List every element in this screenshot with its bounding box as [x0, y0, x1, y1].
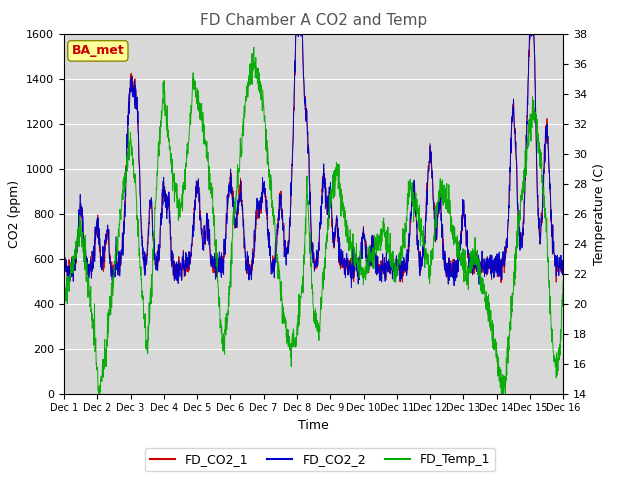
Title: FD Chamber A CO2 and Temp: FD Chamber A CO2 and Temp — [200, 13, 428, 28]
Y-axis label: Temperature (C): Temperature (C) — [593, 163, 605, 264]
Y-axis label: CO2 (ppm): CO2 (ppm) — [8, 180, 20, 248]
Legend: FD_CO2_1, FD_CO2_2, FD_Temp_1: FD_CO2_1, FD_CO2_2, FD_Temp_1 — [145, 448, 495, 471]
X-axis label: Time: Time — [298, 419, 329, 432]
Text: BA_met: BA_met — [72, 44, 124, 58]
